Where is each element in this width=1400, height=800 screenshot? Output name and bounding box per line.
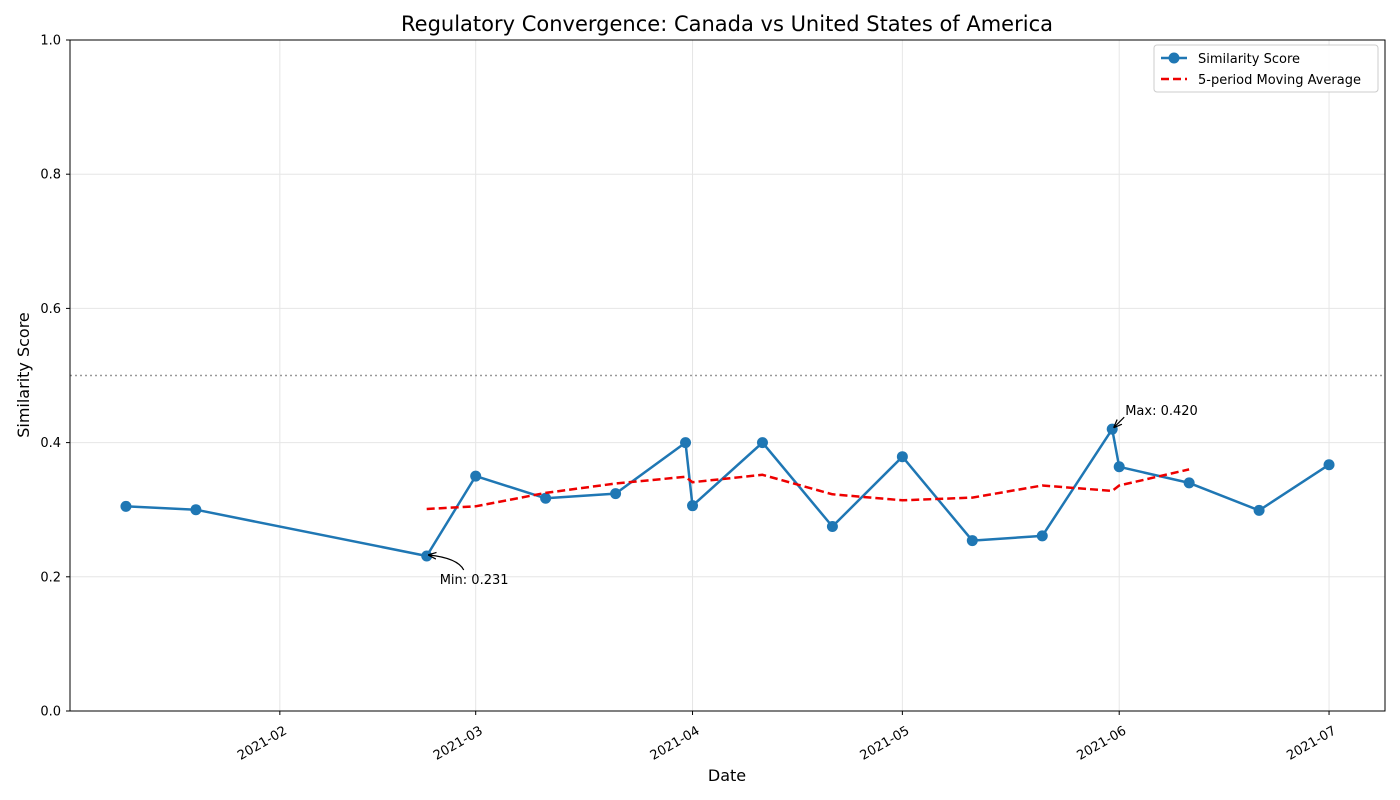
annotation-layer: Min: 0.231 Max: 0.420: [429, 404, 1198, 588]
annotation-arrow: [429, 555, 465, 571]
data-point: [610, 488, 622, 500]
chart-title: Regulatory Convergence: Canada vs United…: [401, 12, 1053, 36]
y-tick-label: 0.4: [40, 436, 61, 451]
legend-label-similarity-score: Similarity Score: [1198, 52, 1300, 67]
data-point: [1253, 504, 1265, 516]
annotation-label: Min: 0.231: [440, 573, 509, 588]
data-point: [1183, 477, 1195, 489]
y-axis: 0.0 0.2 0.4 0.6 0.8 1.0: [40, 34, 70, 720]
annotation-arrow: [1114, 416, 1125, 427]
data-point: [756, 437, 768, 449]
data-point: [1113, 461, 1125, 473]
data-point: [120, 500, 132, 512]
series-line-moving-average: [426, 468, 1190, 511]
legend-marker-similarity-score: [1168, 52, 1180, 64]
data-point: [470, 470, 482, 482]
data-point: [1323, 459, 1335, 471]
data-point: [190, 504, 202, 516]
data-point: [687, 500, 699, 512]
y-tick-label: 0.2: [40, 570, 61, 585]
data-point: [896, 451, 908, 463]
data-point: [680, 437, 692, 449]
y-axis-label: Similarity Score: [14, 312, 33, 438]
data-point: [826, 520, 838, 532]
legend-label-moving-average: 5-period Moving Average: [1198, 73, 1361, 88]
data-point: [1036, 530, 1048, 542]
data-point: [966, 535, 978, 547]
x-axis-label: Date: [708, 766, 746, 785]
y-tick-label: 0.8: [40, 168, 61, 183]
series-layer: [120, 423, 1335, 562]
y-tick-label: 0.0: [40, 705, 61, 720]
y-tick-label: 1.0: [40, 34, 61, 49]
y-tick-label: 0.6: [40, 302, 61, 317]
annotation-label: Max: 0.420: [1125, 404, 1198, 419]
legend: Similarity Score 5-period Moving Average: [1153, 44, 1379, 93]
data-point: [421, 550, 433, 562]
data-point: [540, 492, 552, 504]
plot-frame: [69, 39, 1386, 712]
legend-box: [1153, 44, 1379, 93]
